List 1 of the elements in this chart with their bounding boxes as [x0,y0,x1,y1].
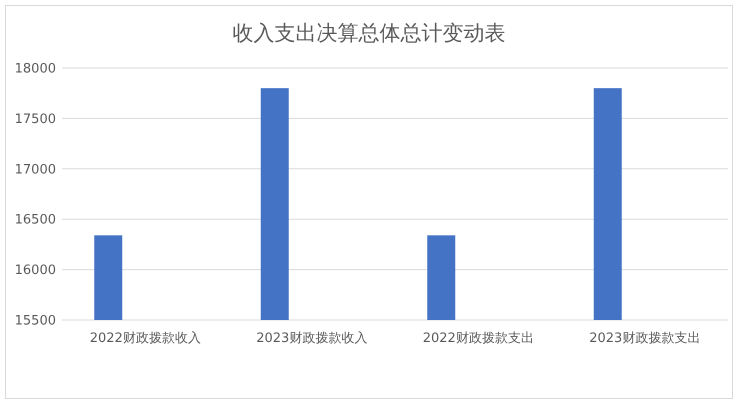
title: 收入支出决算总体总计变动表 [232,21,506,45]
